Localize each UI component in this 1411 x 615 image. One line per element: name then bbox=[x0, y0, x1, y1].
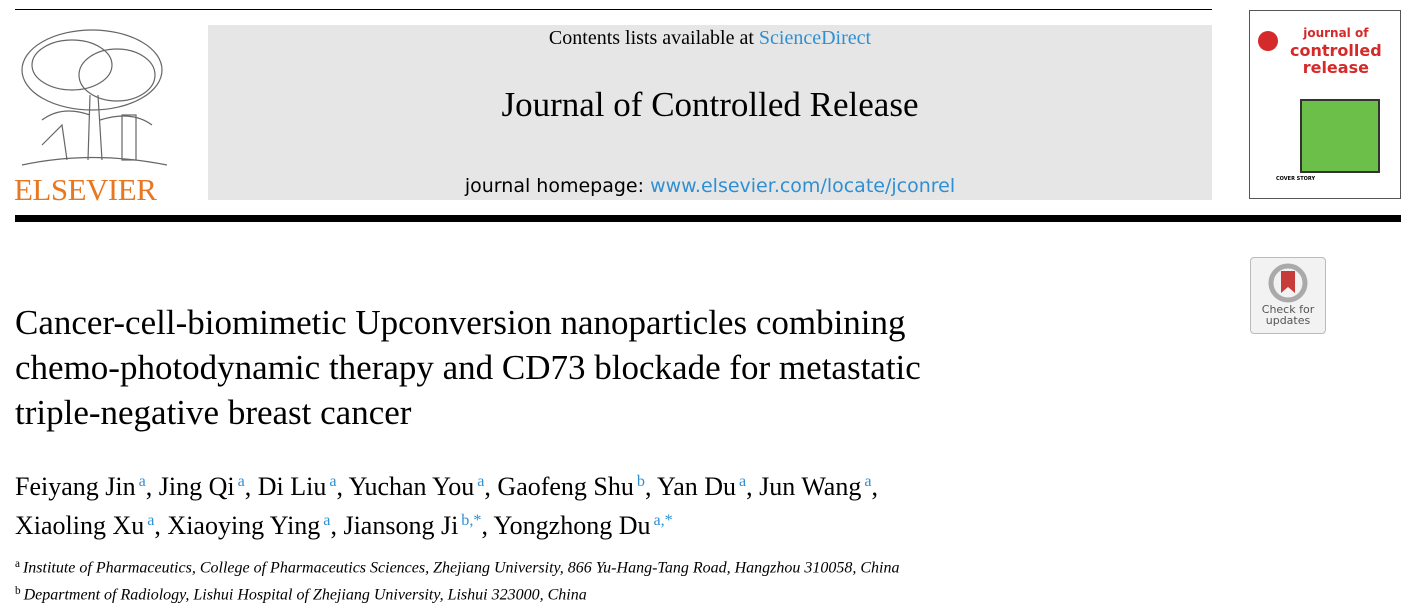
cover-title-line: journal of bbox=[1303, 26, 1369, 40]
cover-logo bbox=[1258, 31, 1278, 51]
journal-cover[interactable]: journal of controlled release COVER STOR… bbox=[1249, 10, 1401, 199]
affiliation: b Department of Radiology, Lishui Hospita… bbox=[15, 580, 900, 607]
cover-title: journal of controlled release bbox=[1290, 25, 1382, 76]
elsevier-tree bbox=[21, 29, 168, 166]
author-separator: , bbox=[244, 471, 252, 501]
thick-rule bbox=[15, 215, 1401, 222]
author-affiliation-mark[interactable]: a,* bbox=[653, 511, 673, 529]
author-separator: , bbox=[644, 471, 652, 501]
cover-title-line: release bbox=[1302, 58, 1369, 77]
author-separator: , bbox=[746, 471, 753, 501]
cover-story: COVER STORY bbox=[1276, 176, 1316, 182]
author-name: Yan Du bbox=[657, 471, 737, 501]
author-name: Yongzhong Du bbox=[493, 510, 651, 540]
cover-title-line: controlled bbox=[1290, 41, 1382, 60]
author-affiliation-mark[interactable]: b bbox=[636, 473, 645, 490]
affiliation-text: Department of Radiology, Lishui Hospital… bbox=[23, 586, 587, 604]
author-separator: , bbox=[145, 471, 153, 501]
sciencedirect-link[interactable]: ScienceDirect bbox=[758, 27, 872, 49]
badge-line: Check for bbox=[1261, 303, 1315, 316]
author-name: Xiaoling Xu bbox=[15, 510, 145, 540]
homepage-link[interactable]: www.elsevier.com/locate/jconrel bbox=[650, 175, 956, 197]
author-affiliation-mark[interactable]: a bbox=[237, 473, 245, 490]
author-list: Feiyang Jin a, Jing Qi a, Di Liu a, Yuchan … bbox=[15, 465, 878, 543]
article-title: Cancer-cell-biomimetic Upconversion nano… bbox=[15, 300, 921, 435]
title-line: Cancer-cell-biomimetic Upconversion nano… bbox=[15, 303, 906, 342]
author-name: Xiaoying Ying bbox=[167, 510, 321, 540]
homepage-line: journal homepage: www.elsevier.com/locat… bbox=[208, 175, 1212, 197]
affiliation-text: Institute of Pharmaceutics, College of P… bbox=[22, 559, 900, 577]
contents-line: Contents lists available at ScienceDirec… bbox=[208, 27, 1212, 50]
affiliation: a Institute of Pharmaceutics, College of … bbox=[15, 553, 900, 580]
author-separator: , bbox=[336, 471, 344, 501]
affiliation-mark: a bbox=[15, 558, 20, 570]
author-separator: , bbox=[871, 471, 878, 501]
author-affiliation-mark[interactable]: a bbox=[739, 473, 747, 490]
author-name: Jiansong Ji bbox=[343, 510, 459, 540]
top-rule bbox=[15, 9, 1212, 10]
author-line: Feiyang Jin a, Jing Qi a, Di Liu a, Yuchan … bbox=[15, 465, 878, 504]
badge-line: updates bbox=[1265, 314, 1311, 327]
affiliations: a Institute of Pharmaceutics, College of … bbox=[15, 553, 900, 606]
author-affiliation-mark[interactable]: a bbox=[329, 473, 337, 490]
journal-banner: Contents lists available at ScienceDirec… bbox=[208, 25, 1212, 200]
author-name: Feiyang Jin bbox=[15, 471, 136, 501]
author-separator: , bbox=[330, 510, 337, 540]
contents-prefix: Contents lists available at bbox=[548, 27, 754, 49]
author-name: Jing Qi bbox=[158, 471, 235, 501]
author-separator: , bbox=[481, 510, 488, 540]
affiliation-mark: b bbox=[15, 584, 21, 597]
author-affiliation-mark[interactable]: a bbox=[138, 473, 146, 490]
publisher-name: ELSEVIER bbox=[14, 172, 157, 207]
author-affiliation-mark[interactable]: a bbox=[323, 511, 331, 529]
check-updates-badge[interactable]: Check for updates bbox=[1250, 257, 1326, 334]
author-name: Gaofeng Shu bbox=[497, 471, 634, 501]
author-name: Di Liu bbox=[257, 471, 327, 501]
author-separator: , bbox=[154, 510, 161, 540]
homepage-prefix: journal homepage: bbox=[464, 175, 645, 197]
author-affiliation-mark[interactable]: a bbox=[864, 473, 872, 490]
title-line: triple-negative breast cancer bbox=[15, 393, 412, 432]
author-name: Yuchan You bbox=[348, 471, 475, 501]
cover-image bbox=[1300, 99, 1380, 173]
author-affiliation-mark[interactable]: a bbox=[477, 473, 485, 490]
title-line: chemo-photodynamic therapy and CD73 bloc… bbox=[15, 348, 921, 387]
author-line: Xiaoling Xu a, Xiaoying Ying a, Jiansong J… bbox=[15, 504, 878, 543]
badge-icon bbox=[1268, 263, 1308, 303]
author-affiliation-mark[interactable]: a bbox=[147, 511, 155, 529]
author-separator: , bbox=[484, 471, 491, 501]
author-affiliation-mark[interactable]: b,* bbox=[461, 511, 482, 529]
journal-title: Journal of Controlled Release bbox=[501, 85, 919, 124]
author-name: Jun Wang bbox=[759, 471, 862, 501]
